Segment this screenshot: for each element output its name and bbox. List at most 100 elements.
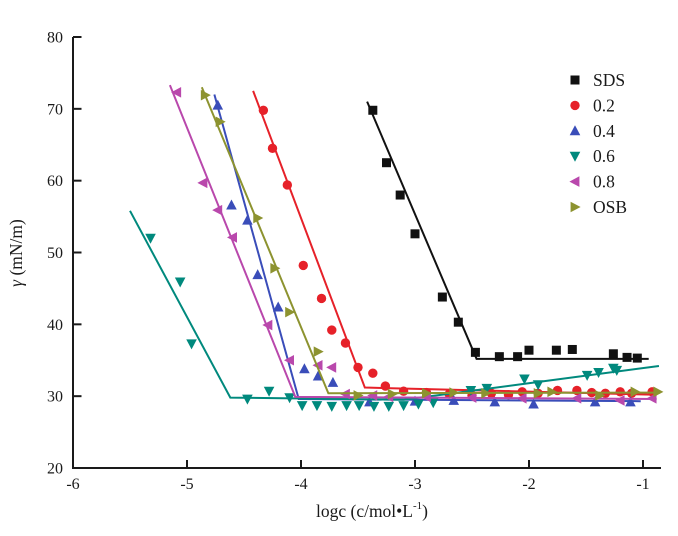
series-0-4-marker	[312, 370, 324, 381]
series-0-2-marker	[316, 293, 327, 304]
series-osb-marker	[449, 387, 460, 398]
series-0-4-marker	[489, 396, 501, 407]
series-0-8-marker	[197, 177, 208, 189]
series-sds-marker	[622, 352, 632, 362]
series-osb-marker	[215, 116, 226, 128]
series-0-6-marker	[326, 401, 338, 412]
series-osb-marker	[653, 386, 664, 398]
series-0-8-marker	[212, 204, 223, 216]
y-tick-label: 70	[47, 101, 63, 118]
series-0-8-marker	[571, 393, 582, 404]
legend-label-0-8: 0.8	[593, 172, 615, 192]
series-0-6-marker	[532, 380, 544, 391]
y-tick-label: 30	[47, 389, 63, 406]
y-tick-label: 20	[47, 461, 63, 478]
y-tick-label: 50	[47, 245, 63, 262]
x-tick-label: -4	[294, 476, 307, 493]
series-0-4-marker	[226, 199, 237, 210]
series-0-2-marker	[398, 386, 409, 396]
series-0-2-marker	[353, 362, 363, 373]
y-axis-title: γ (mN/m)	[6, 219, 26, 287]
x-tick-label: -2	[522, 476, 535, 493]
series-sds-marker	[632, 353, 642, 363]
series-0-8-marker	[171, 87, 182, 98]
y-tick-label: 80	[47, 30, 63, 47]
series-osb-marker	[422, 387, 432, 399]
series-0-6-marker	[593, 368, 604, 379]
series-sds-marker	[524, 345, 534, 355]
series-0-6-marker	[611, 365, 623, 376]
series-0-8-marker	[284, 354, 294, 366]
series-0-4-marker	[272, 301, 284, 312]
series-0-2-marker	[258, 105, 269, 115]
series-0-6-marker	[383, 401, 395, 412]
y-tick-label: 40	[47, 317, 63, 334]
legend-label-0-6: 0.6	[593, 146, 615, 166]
legend-label-sds: SDS	[593, 70, 625, 90]
series-0-6-marker	[284, 393, 295, 404]
series-sds-marker	[453, 317, 463, 327]
series-0-2-marker	[340, 338, 351, 348]
series-0-6-marker	[368, 401, 380, 412]
legend-marker-0-6	[569, 151, 581, 162]
series-0-2-marker	[267, 143, 278, 154]
series-osb-marker	[285, 306, 296, 318]
series-osb-marker	[630, 386, 641, 398]
series-0-4-marker	[299, 363, 310, 374]
series-0-2-marker	[368, 368, 378, 378]
series-0-2-marker	[282, 180, 293, 190]
series-0-4-marker	[327, 376, 339, 387]
series-0-6-marker	[263, 386, 275, 397]
series-osb-marker	[313, 346, 324, 357]
series-0-8-marker	[326, 362, 337, 373]
series-0-8-marker	[614, 395, 625, 406]
series-0-2-marker	[327, 325, 337, 335]
series-osb-marker	[253, 212, 264, 224]
legend-label-osb: OSB	[593, 197, 627, 217]
series-0-4-marker	[212, 99, 224, 110]
y-tick-label: 60	[47, 173, 63, 190]
series-0-6-marker	[465, 386, 477, 397]
series-0-6-marker	[145, 233, 156, 244]
series-sds-marker	[551, 345, 561, 355]
series-0-8-marker	[262, 319, 273, 331]
legend-label-0-2: 0.2	[593, 95, 615, 115]
series-0-6-marker	[174, 277, 186, 288]
series-sds-marker	[410, 229, 420, 239]
series-0-8-marker	[227, 232, 237, 243]
series-osb-marker	[547, 386, 558, 398]
series-0-6-marker	[413, 399, 424, 410]
series-0-2-marker	[380, 381, 391, 391]
x-tick-label: -6	[66, 476, 79, 493]
series-sds-marker	[382, 158, 391, 168]
series-sds-marker	[494, 352, 504, 362]
series-0-4-marker	[528, 398, 539, 409]
series-sds-marker	[368, 105, 378, 115]
series-sds-marker	[395, 190, 405, 200]
series-osb-marker	[533, 387, 544, 399]
series-0-4-marker	[625, 396, 636, 407]
series-0-6-marker	[296, 401, 308, 412]
series-sds-marker	[437, 292, 447, 302]
x-tick-label: -5	[180, 476, 193, 493]
legend-label-0-4: 0.4	[593, 121, 615, 141]
series-0-6-marker	[186, 339, 197, 350]
series-0-6-marker	[481, 383, 493, 394]
series-0-6-marker	[353, 401, 365, 412]
series-osb-marker	[387, 388, 398, 400]
series-0-6-marker	[242, 394, 253, 405]
series-0-4-marker	[242, 214, 253, 225]
series-0-8-fit-line	[168, 84, 657, 401]
series-osb-marker	[481, 387, 492, 399]
series-osb-marker	[200, 89, 211, 101]
series-osb-marker	[595, 390, 606, 401]
series-sds-fit-line	[366, 101, 649, 360]
series-sds-marker	[513, 352, 523, 362]
series-0-6-marker	[311, 401, 323, 412]
series-0-8-marker	[466, 392, 477, 403]
series-osb-marker	[270, 263, 281, 274]
series-0-4-marker	[448, 394, 460, 405]
